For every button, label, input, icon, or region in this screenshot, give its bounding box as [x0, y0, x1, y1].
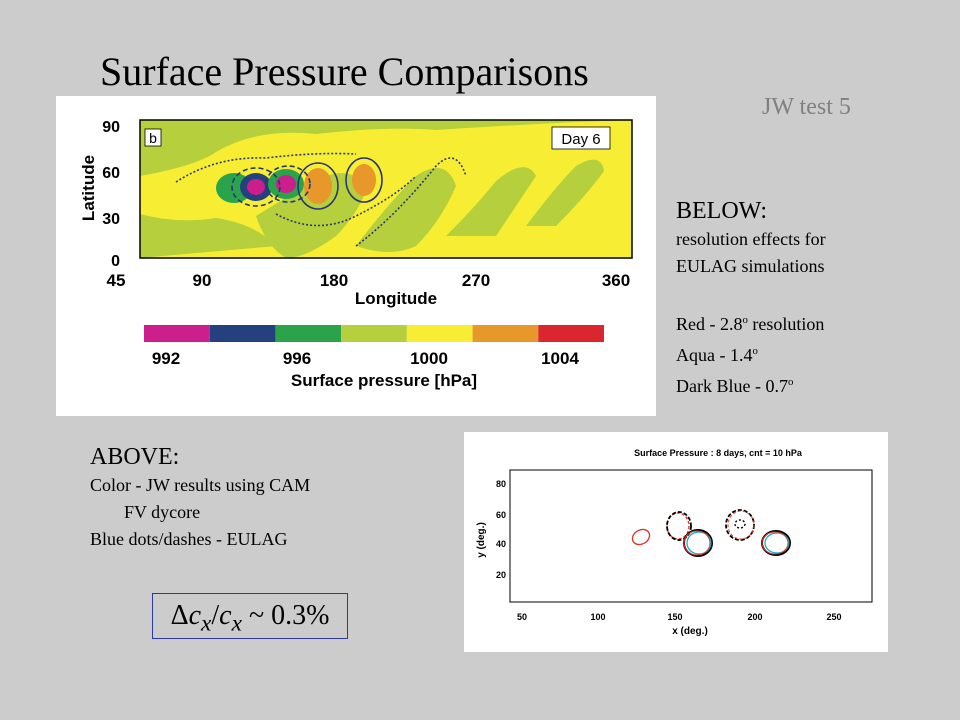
- aqua-sup: o: [752, 345, 758, 357]
- below-blank: [676, 280, 956, 307]
- colorbar-segment: [144, 325, 210, 342]
- x-tick-label: 180: [320, 271, 348, 290]
- colorbar-tick-label: 992: [152, 349, 180, 368]
- above-notes: ABOVE: Color - JW results using CAM FV d…: [90, 442, 450, 553]
- band-1: [256, 173, 366, 258]
- figure-top-plot: b Day 6 Latitude 90 60 30 0 45 90 180 27…: [79, 119, 633, 390]
- x-tick-label: 250: [826, 612, 841, 622]
- colorbar-segment: [341, 325, 407, 342]
- blue-sup: o: [787, 376, 794, 388]
- red-sup: o: [742, 314, 748, 326]
- x-axis-label: Longitude: [355, 289, 437, 308]
- y-tick-label: 0: [111, 253, 120, 270]
- x-tick-label: 45: [107, 271, 126, 290]
- band-4: [526, 159, 604, 226]
- formula-box: Δcx/cx ~ 0.3%: [152, 593, 348, 639]
- colorbar-tick-label: 996: [283, 349, 311, 368]
- y-axis-label: Latitude: [79, 155, 98, 221]
- x-tick-label: 270: [462, 271, 490, 290]
- x-tick-label: 200: [747, 612, 762, 622]
- below-blue: Dark Blue - 0.7o: [676, 369, 956, 400]
- aqua-text: Aqua - 1.4: [676, 345, 753, 365]
- y-tick-label: 90: [102, 119, 120, 136]
- colorbar-tick-label: 1000: [410, 349, 448, 368]
- below-heading: BELOW:: [676, 198, 768, 224]
- formula-c1: c: [188, 600, 202, 631]
- below-line-1: resolution effects for: [676, 229, 826, 249]
- day-label-box: [551, 126, 611, 150]
- figure-bottom-plot: Surface Pressure : 8 days, cnt = 10 hPa …: [476, 448, 873, 637]
- low-3-inner: [276, 175, 296, 193]
- colorbar-segment: [406, 325, 473, 342]
- eulag-contours-bottom: [631, 509, 791, 557]
- figure-bottom-y-label: y (deg.): [476, 522, 487, 558]
- x-tick-label: 50: [517, 612, 527, 622]
- high-2: [352, 164, 376, 196]
- panel-label: b: [149, 130, 157, 146]
- x-tick-label: 100: [590, 612, 605, 622]
- y-tick-label: 30: [102, 211, 120, 228]
- x-tick-label: 150: [667, 612, 682, 622]
- colorbar-label: Surface pressure [hPa]: [291, 371, 477, 390]
- band-upper: [140, 120, 632, 176]
- figure-bottom-x-label: x (deg.): [672, 626, 708, 637]
- y-tick-label: 20: [496, 570, 506, 580]
- below-line-2: EULAG simulations: [676, 256, 825, 276]
- formula-slash: /: [211, 600, 220, 631]
- formula-c2: c: [219, 600, 232, 631]
- y-tick-label: 60: [102, 165, 120, 182]
- slide-title: Surface Pressure Comparisons: [100, 49, 589, 94]
- slide-subtitle: JW test 5: [762, 94, 851, 120]
- red-text: Red - 2.8: [676, 314, 743, 334]
- above-line-3: Blue dots/dashes - EULAG: [90, 529, 288, 549]
- red-rest: resolution: [747, 314, 825, 334]
- figure-bottom-title: Surface Pressure : 8 days, cnt = 10 hPa: [634, 448, 803, 458]
- colorbar-segment: [472, 325, 539, 342]
- colorbar-segment: [538, 325, 604, 342]
- above-heading: ABOVE:: [90, 444, 180, 470]
- figure-bottom: Surface Pressure : 8 days, cnt = 10 hPa …: [464, 432, 888, 652]
- high-1: [304, 168, 332, 204]
- eulag-contours: [175, 152, 467, 247]
- below-notes: BELOW: resolution effects for EULAG simu…: [676, 196, 956, 400]
- y-tick-label: 40: [496, 539, 506, 549]
- colorbar-segment: [275, 325, 342, 342]
- formula-rest: ~ 0.3%: [241, 600, 330, 631]
- above-line-2: FV dycore: [124, 502, 201, 522]
- panel-label-box: [144, 128, 162, 147]
- plot-frame: [139, 119, 633, 259]
- below-aqua: Aqua - 1.4o: [676, 338, 956, 369]
- formula-sub2: x: [231, 610, 242, 637]
- blue-text: Dark Blue - 0.7: [676, 376, 788, 396]
- colorbar-segment: [209, 325, 276, 342]
- band-2: [356, 168, 456, 252]
- x-tick-label: 90: [193, 271, 212, 290]
- low-2-inner: [247, 179, 265, 195]
- colorbar: [144, 325, 604, 342]
- band-lower: [140, 214, 276, 258]
- x-tick-label: 360: [602, 271, 630, 290]
- below-red: Red - 2.8o resolution: [676, 307, 956, 338]
- formula-delta: Δ: [170, 600, 189, 631]
- band-3: [446, 167, 536, 236]
- colorbar-tick-label: 1004: [541, 349, 579, 368]
- figure-top: b Day 6 Latitude 90 60 30 0 45 90 180 27…: [56, 96, 656, 416]
- y-tick-label: 60: [496, 510, 506, 520]
- day-label: Day 6: [561, 131, 600, 148]
- above-line-1: Color - JW results using CAM: [90, 475, 311, 495]
- formula-sub1: x: [201, 610, 212, 637]
- figure-bottom-frame: [509, 469, 873, 603]
- y-tick-label: 80: [496, 479, 506, 489]
